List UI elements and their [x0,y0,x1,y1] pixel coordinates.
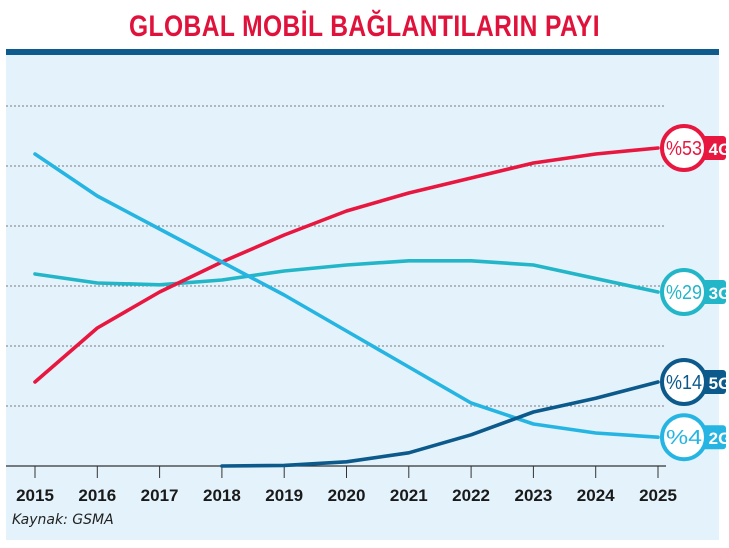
x-tick-label: 2019 [265,486,303,505]
series-line-2g [33,152,660,439]
series-line-4g [33,146,660,384]
series-name-2g: 2G [709,429,729,448]
x-tick-label: 2020 [328,486,366,505]
x-tick-label: 2024 [577,486,615,505]
source-note: Kaynak: GSMA [12,512,114,528]
x-tick-label: 2025 [639,486,677,505]
x-tick-label: 2023 [514,486,552,505]
series-end-badge-4g [660,124,708,172]
series-end-badge-2g [660,413,708,462]
x-tick-label: 2015 [16,486,54,505]
series-line-3g [33,259,660,294]
top-frame-bar [6,49,719,55]
series-end-value-5g: %14 [666,372,702,394]
x-tick-label: 2016 [78,486,116,505]
x-tick-label: 2021 [390,486,428,505]
series-name-4g: 4G [709,140,729,159]
x-tick-label: 2022 [452,486,490,505]
series-end-value-4g: %53 [666,138,702,160]
chart-title: GLOBAL MOBİL BAĞLANTILARIN PAYI [128,10,601,43]
series-name-3g: 3G [709,284,729,303]
x-tick-label: 2018 [203,486,241,505]
series-end-value-3g: %29 [666,282,702,304]
series-end-value-2g: %4 [666,427,702,449]
plot-background [6,52,719,540]
series-end-badge-5g [660,358,708,406]
series-line-5g [220,380,660,468]
x-tick-label: 2017 [141,486,179,505]
series-end-badge-3g [660,268,708,316]
series-name-5g: 5G [709,374,729,393]
